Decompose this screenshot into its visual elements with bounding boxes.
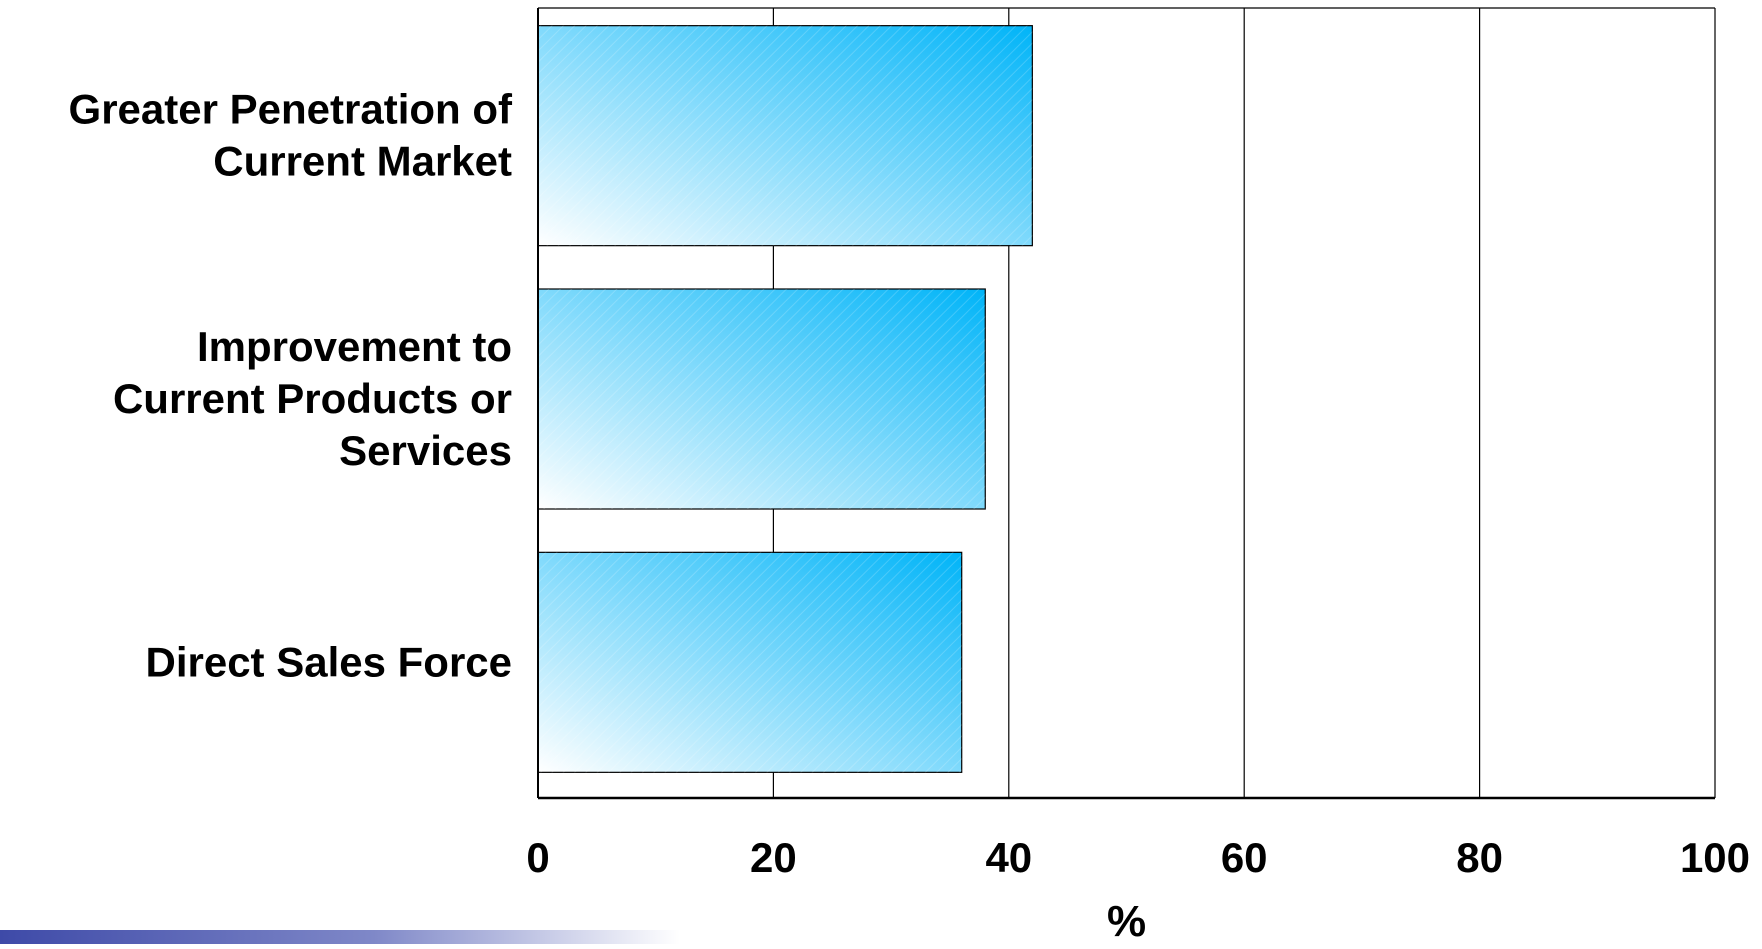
category-label-0-1: Current Market bbox=[213, 138, 512, 185]
x-tick-label-20: 20 bbox=[750, 834, 797, 881]
category-label-1-0: Improvement to bbox=[197, 323, 512, 370]
decorative-bottom-band bbox=[0, 930, 680, 944]
x-tick-label-0: 0 bbox=[526, 834, 549, 881]
category-label-1-2: Services bbox=[339, 427, 512, 474]
labels: Greater Penetration of Current Market Impr… bbox=[69, 86, 1750, 946]
axes bbox=[537, 8, 1715, 800]
x-tick-label-60: 60 bbox=[1221, 834, 1268, 881]
bars bbox=[537, 25, 1033, 773]
category-label-0-0: Greater Penetration of bbox=[69, 86, 513, 133]
bar-hatch-2 bbox=[538, 552, 962, 773]
x-axis-label: % bbox=[1107, 897, 1146, 944]
x-tick-label-80: 80 bbox=[1456, 834, 1503, 881]
category-label-1-1: Current Products or bbox=[113, 375, 512, 422]
bar-hatch-0 bbox=[538, 25, 1033, 246]
bar-hatch-1 bbox=[538, 289, 986, 509]
x-tick-label-40: 40 bbox=[985, 834, 1032, 881]
category-label-2-0: Direct Sales Force bbox=[145, 638, 512, 685]
x-tick-label-100: 100 bbox=[1680, 834, 1750, 881]
